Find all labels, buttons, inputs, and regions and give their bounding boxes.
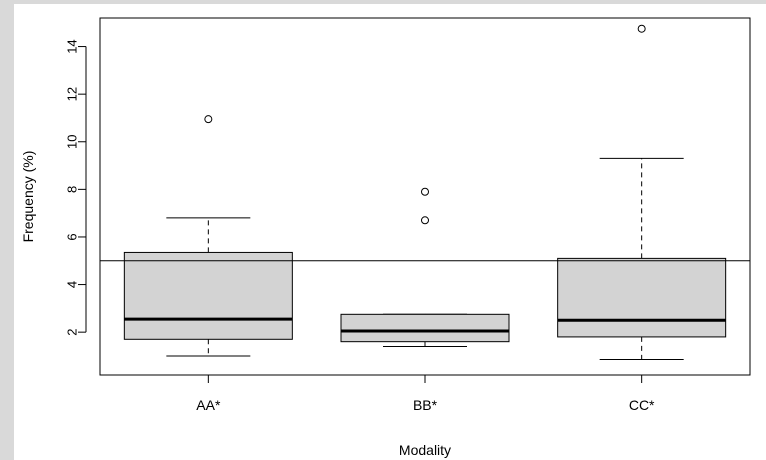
boxplot-chart: 2 4 6 8 10 12 14 AA* BB* CC* Frequency (%) Modal…: [20, 17, 751, 458]
box-bb: [340, 187, 510, 347]
x-tick-label: AA*: [196, 397, 221, 413]
box-iqr: [557, 257, 727, 338]
y-tick-label: 14: [65, 39, 80, 53]
x-axis-label: Modality: [399, 442, 451, 458]
box-aa: [123, 115, 293, 357]
box-cc: [557, 24, 727, 361]
outlier-point: [637, 24, 646, 33]
y-tick-label: 6: [65, 233, 80, 240]
y-axis-label: Frequency (%): [20, 151, 36, 243]
box-series: [123, 24, 727, 361]
box-iqr: [123, 251, 293, 340]
box-iqr: [340, 313, 510, 343]
y-tick-label: 8: [65, 186, 80, 193]
y-tick-label: 4: [65, 281, 80, 288]
x-tick-label: CC*: [629, 397, 655, 413]
plot-frame: 2 4 6 8 10 12 14 AA* BB* CC* Frequency (%) Modal…: [14, 4, 766, 460]
x-axis: AA* BB* CC*: [196, 374, 655, 413]
outlier-point: [421, 216, 429, 225]
y-axis: 2 4 6 8 10 12 14: [65, 39, 87, 336]
outlier-point: [204, 115, 213, 124]
y-tick-label: 2: [65, 329, 80, 336]
y-tick-label: 12: [65, 87, 80, 101]
outlier-point: [421, 187, 429, 196]
y-tick-label: 10: [65, 135, 80, 149]
x-tick-label: BB*: [413, 397, 438, 413]
